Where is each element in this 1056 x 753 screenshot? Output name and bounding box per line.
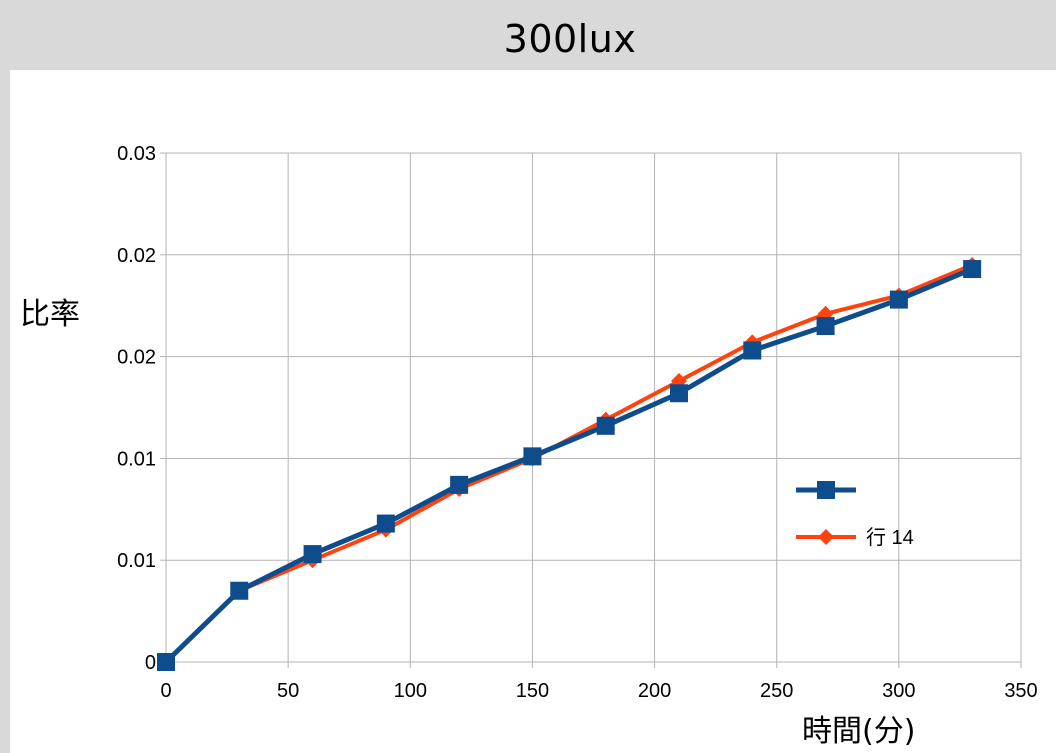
x-tick-label: 100 [394,680,427,702]
y-tick-label: 0.01 [117,550,156,572]
x-tick-label: 50 [277,680,299,702]
x-tick-label: 200 [638,680,671,702]
axes [160,152,1022,668]
y-tick-label: 0.02 [117,245,156,267]
legend-entry-1 [796,481,856,499]
y-tick-label: 0.02 [117,347,156,369]
x-tick-label: 0 [160,680,171,702]
y-tick-label: 0 [145,652,156,674]
data-point-square [157,653,175,671]
series-group [157,256,982,671]
data-point-square [963,260,982,279]
legend-marker-square [817,481,835,499]
data-point-square [376,514,395,533]
x-tick-label: 350 [1004,680,1037,702]
chart-title: 300lux [503,17,637,61]
x-tick-label: 250 [760,680,793,702]
y-tick-label: 0.03 [117,143,156,165]
x-tick-label: 300 [882,680,915,702]
y-tick-label: 0.01 [117,448,156,470]
data-point-square [596,416,615,435]
x-tick-label: 150 [516,680,549,702]
legend-entry-2: 行 14 [796,526,914,549]
data-point-square [303,545,322,564]
series-1 [157,260,982,671]
x-axis-title: 時間(分) [802,714,915,749]
data-point-square [670,384,688,403]
y-axis-title: 比率 [20,297,80,332]
data-point-square [523,447,542,466]
title-bar: 300lux [0,0,1056,68]
legend: 行 14 [796,481,914,549]
chart-panel [10,70,1056,753]
data-point-square [743,341,762,360]
legend-label: 行 14 [866,526,914,549]
data-point-square [816,317,835,336]
series-line [164,266,974,664]
series-line [164,263,973,664]
legend-marker-diamond [818,529,834,545]
grid [165,152,1022,663]
data-point-square [450,475,469,494]
data-point-square [889,290,908,309]
data-point-square [230,581,249,600]
series-2 [158,256,981,670]
tick-labels: 0 50 100 150 200 250 300 350 0 0.01 0.01 0.02 0.02 0.… [117,143,1038,702]
